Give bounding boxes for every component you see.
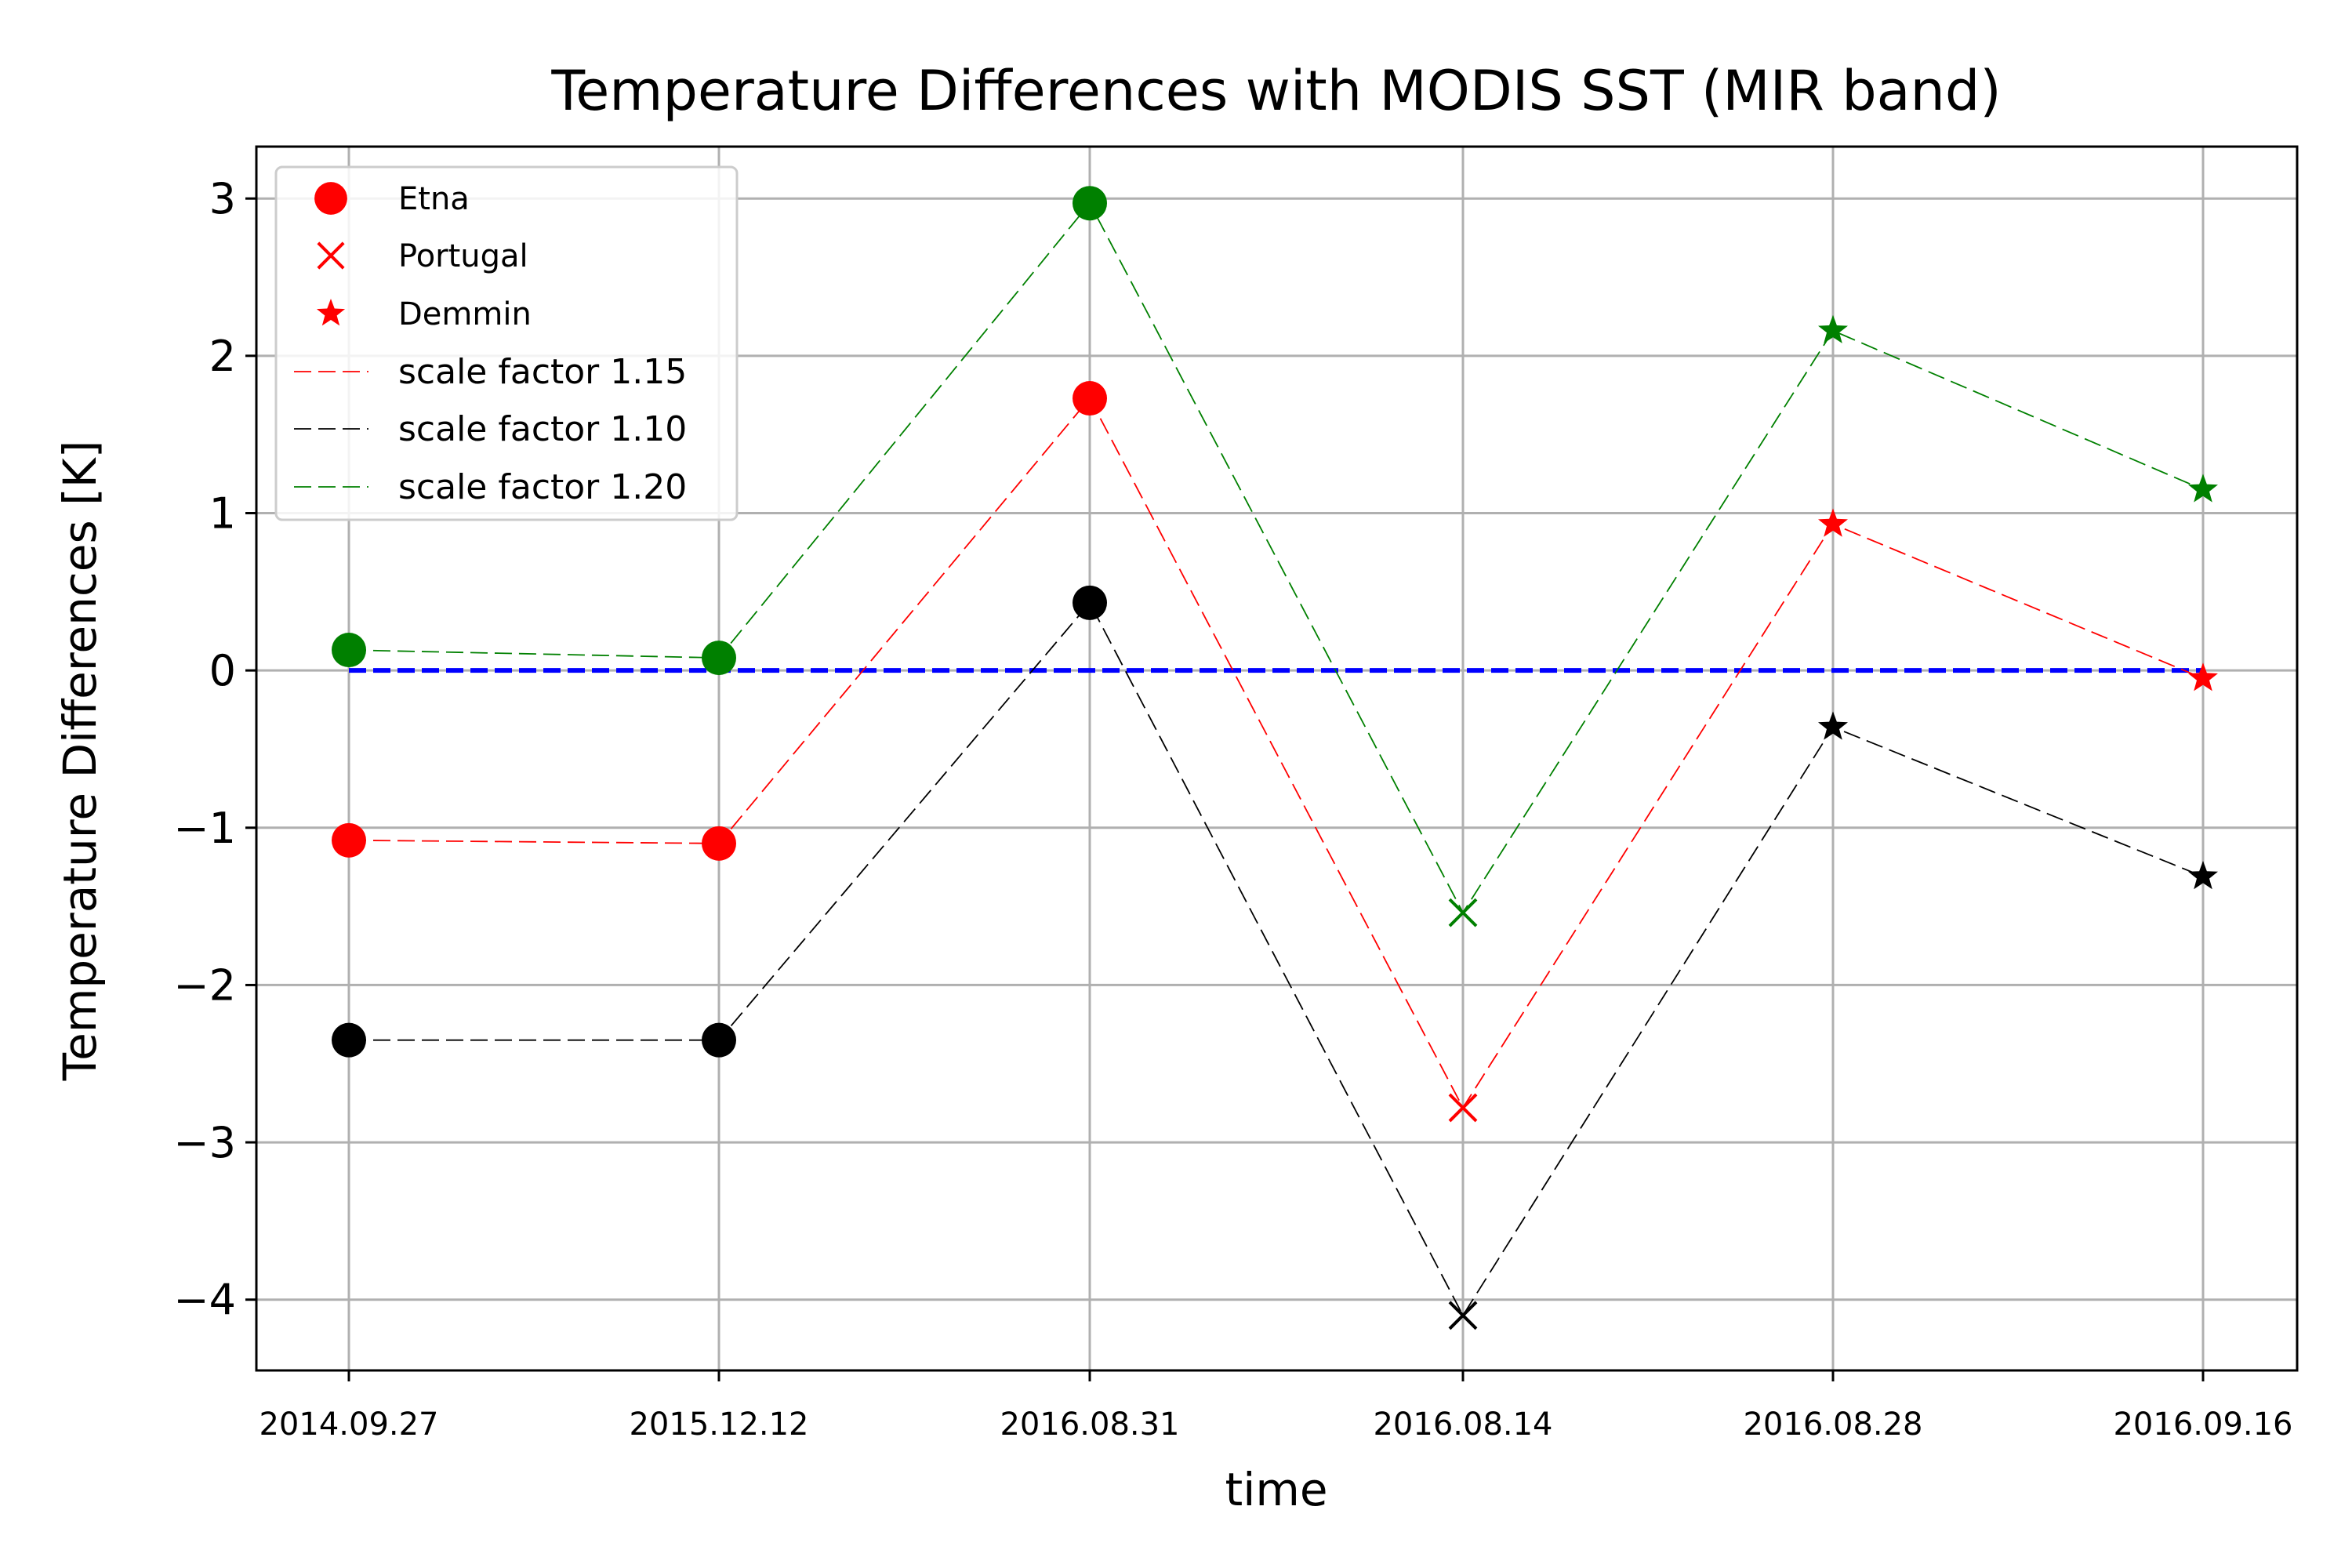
y-tick-label-3: 0: [209, 646, 236, 695]
data-point-s0-p5: [2188, 662, 2218, 691]
y-tick-label-2: 1: [209, 488, 236, 538]
data-point-s2-p2: [1073, 186, 1107, 221]
legend-marker-demmin: [316, 299, 346, 326]
data-point-s0-p1: [702, 826, 736, 861]
series-line-0: [348, 397, 2204, 1109]
data-point-s1-p0: [332, 1022, 366, 1058]
data-point-s1-p2: [1073, 585, 1107, 620]
data-point-s1-p4: [1818, 711, 1848, 740]
x-axis-label: time: [1225, 1463, 1327, 1516]
series-line-1: [349, 601, 2204, 1317]
x-tick-label-2: 2016.08.31: [1000, 1406, 1179, 1443]
y-tick-label-4: −1: [173, 804, 236, 853]
x-tick-label-3: 2016.08.14: [1373, 1406, 1552, 1443]
data-point-s2-p5: [2188, 474, 2218, 503]
series-lines: [348, 201, 2204, 1317]
y-tick-label-7: −4: [173, 1276, 236, 1325]
data-point-s2-p0: [332, 633, 366, 668]
y-tick-label-6: −3: [173, 1118, 236, 1167]
x-tick-label-4: 2016.08.28: [1743, 1406, 1922, 1443]
legend-label-demmin: Demmin: [398, 296, 532, 332]
data-point-s0-p0: [332, 822, 366, 858]
y-tick-label-1: 2: [209, 332, 236, 381]
series-line-2: [348, 201, 2204, 914]
legend-label-series-2: scale factor 1.20: [398, 467, 687, 507]
data-point-s1-p3: [1448, 1301, 1478, 1330]
data-point-s2-p3: [1448, 898, 1478, 927]
data-point-s2-p1: [702, 641, 736, 676]
data-point-s2-p4: [1818, 314, 1848, 343]
y-axis-ticks: 3 2 1 0 −1 −2 −3 −4: [173, 174, 256, 1325]
data-markers: [332, 186, 2218, 1330]
plot-frame: [255, 145, 2299, 1372]
x-axis-ticks: 2014.09.27 2015.12.12 2016.08.31 2016.08.14…: [259, 1370, 2293, 1443]
legend-marker-etna: [314, 182, 347, 215]
legend-label-series-1: scale factor 1.10: [398, 409, 687, 449]
legend: Etna Portugal Demmin scale factor 1.15 scale…: [274, 165, 739, 521]
legend-label-etna: Etna: [398, 181, 470, 217]
legend-label-portugal: Portugal: [398, 238, 528, 274]
y-tick-label-5: −2: [173, 960, 236, 1010]
data-point-s0-p3: [1448, 1093, 1478, 1123]
x-tick-label-1: 2015.12.12: [629, 1406, 808, 1443]
data-point-s0-p2: [1073, 381, 1107, 416]
data-point-s0-p4: [1818, 508, 1848, 537]
x-tick-label-0: 2014.09.27: [259, 1406, 438, 1443]
data-point-s1-p1: [702, 1022, 736, 1058]
legend-marker-portugal: [317, 241, 345, 270]
chart-title: Temperature Differences with MODIS SST (…: [550, 59, 2001, 123]
x-tick-label-5: 2016.09.16: [2113, 1406, 2292, 1443]
y-tick-label-0: 3: [209, 174, 236, 223]
y-axis-label: Temperature Differences [K]: [53, 441, 107, 1082]
data-point-s1-p5: [2188, 861, 2218, 890]
legend-box: [274, 165, 739, 521]
legend-label-series-0: scale factor 1.15: [398, 352, 687, 392]
